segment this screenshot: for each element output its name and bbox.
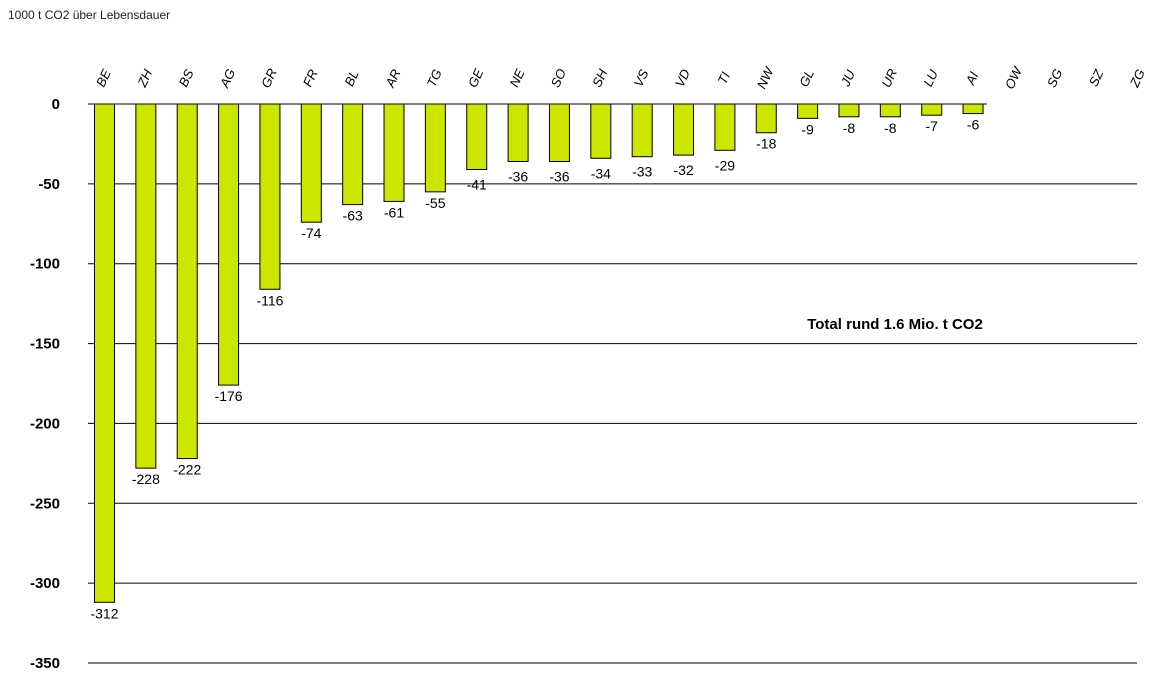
y-tick-label: 0 [52, 96, 60, 113]
data-label: -6 [967, 117, 980, 133]
bar [755, 103, 777, 134]
bar [838, 103, 860, 118]
bars [94, 103, 984, 603]
data-label: -8 [884, 120, 897, 136]
bar [590, 103, 612, 159]
bar [879, 103, 901, 118]
category-label: SZ [1086, 66, 1107, 88]
bar [714, 103, 736, 151]
category-label: TI [715, 69, 734, 86]
total-annotation: Total rund 1.6 Mio. t CO2 [807, 316, 983, 333]
data-label: -222 [173, 462, 201, 478]
category-label: ZH [134, 67, 156, 91]
category-label: GL [796, 67, 817, 89]
bar [135, 103, 157, 469]
bar [259, 103, 281, 290]
bar [673, 103, 695, 156]
data-label: -116 [256, 292, 283, 308]
bar [176, 103, 198, 460]
bar [797, 103, 819, 119]
data-label: -34 [591, 165, 611, 181]
bar [962, 103, 984, 115]
bar [300, 103, 322, 223]
data-labels: -312 -228 -222 -176 -116 -74 -63 -61 -55 -41 -36 -3… [90, 117, 979, 622]
category-label: NE [506, 66, 527, 89]
y-axis-ticks: 0 -50 -100 -150 -200 -250 -300 -350 [30, 96, 60, 672]
bar [218, 103, 240, 386]
data-label: -312 [90, 605, 118, 621]
data-label: -61 [384, 204, 404, 220]
category-label: SO [548, 66, 570, 89]
category-label: GR [258, 66, 280, 90]
data-label: -9 [801, 121, 814, 137]
bar [631, 103, 653, 158]
y-tick-label: -250 [30, 495, 60, 512]
data-label: -33 [632, 164, 652, 180]
category-label: AI [962, 69, 981, 88]
data-label: -18 [756, 136, 776, 152]
category-label: ZG [1126, 67, 1148, 91]
y-tick-label: -150 [30, 336, 60, 353]
gridlines [88, 103, 1137, 664]
category-label: AR [382, 67, 404, 91]
y-axis-unit-label: 1000 t CO2 über Lebensdauer [8, 8, 171, 22]
y-tick-label: -300 [30, 575, 60, 592]
category-label: AG [216, 66, 238, 90]
category-label: OW [1002, 63, 1026, 91]
data-label: -176 [215, 388, 243, 404]
category-label: VD [672, 67, 693, 90]
bar [466, 103, 488, 170]
category-label: BE [93, 67, 114, 89]
data-label: -63 [343, 208, 363, 224]
data-label: -8 [843, 120, 856, 136]
category-labels: BE ZH BS AG GR FR BL AR TG GE NE SO SH VS VD TI NW GL JU UR… [93, 63, 1148, 91]
category-label: FR [300, 67, 321, 89]
category-label: SG [1044, 66, 1066, 89]
data-label: -7 [925, 118, 938, 134]
category-label: BS [176, 67, 197, 89]
bar [548, 103, 570, 162]
data-label: -36 [549, 168, 569, 184]
bar [383, 103, 405, 202]
data-label: -36 [508, 168, 528, 184]
y-tick-label: -350 [30, 655, 60, 672]
bar [921, 103, 943, 116]
bar [342, 103, 364, 206]
category-label: TG [424, 67, 445, 90]
bar [507, 103, 529, 162]
data-label: -228 [132, 471, 160, 487]
data-label: -29 [715, 157, 735, 173]
y-tick-label: -200 [30, 415, 60, 432]
category-label: SH [589, 66, 610, 89]
bar [424, 103, 446, 193]
category-label: GE [465, 66, 487, 90]
y-tick-label: -50 [38, 176, 60, 193]
category-label: LU [920, 67, 941, 89]
bar [94, 103, 115, 603]
category-label: VS [631, 67, 652, 89]
category-label: JU [837, 67, 858, 89]
data-label: -32 [673, 162, 693, 178]
category-label: NW [754, 64, 777, 92]
category-label: UR [878, 66, 900, 89]
data-label: -55 [425, 195, 445, 211]
y-tick-label: -100 [30, 256, 60, 273]
data-label: -74 [301, 225, 321, 241]
category-label: BL [341, 68, 361, 89]
data-label: -41 [467, 176, 487, 192]
